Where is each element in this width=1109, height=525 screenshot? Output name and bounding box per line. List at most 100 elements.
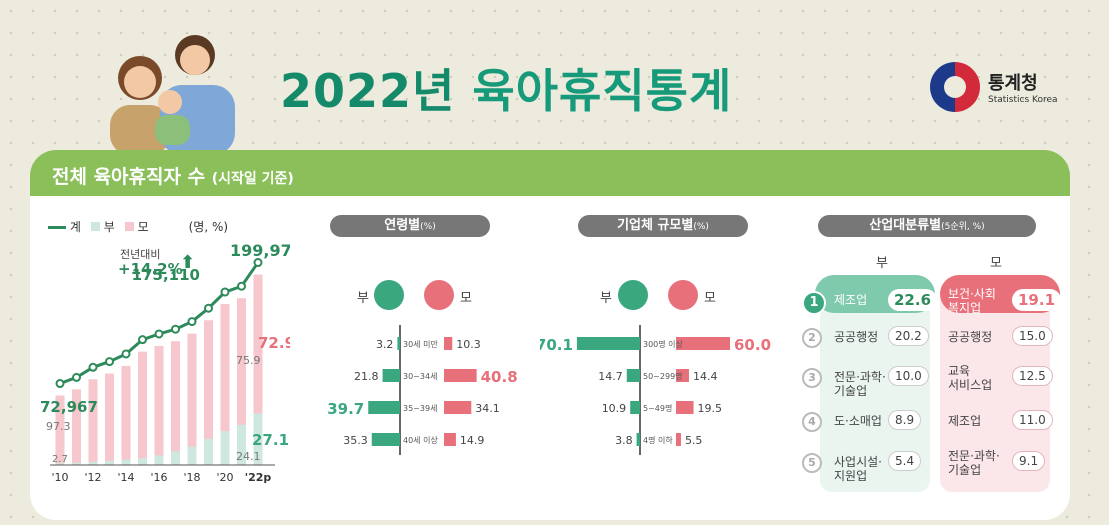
mother-bar — [154, 345, 164, 465]
father-bar — [138, 458, 147, 465]
age-mother-label: 모 — [460, 291, 472, 306]
mother-industry-value: 12.5 — [1012, 366, 1053, 386]
total-point — [138, 335, 147, 345]
mother-face-icon — [668, 280, 698, 310]
father-bar — [171, 451, 180, 465]
mother-value: 5.5 — [685, 434, 703, 447]
legend-unit: (명, %) — [188, 220, 229, 234]
father-bar — [154, 455, 164, 465]
x-tick-label: '16 — [150, 471, 167, 484]
mother-bar — [444, 337, 453, 350]
father-industry-name: 도·소매업 — [834, 414, 882, 428]
mother-bar — [676, 433, 681, 446]
x-tick-label: '14 — [117, 471, 134, 484]
father-value: 10.9 — [602, 402, 627, 415]
father-bar — [626, 369, 640, 382]
total-point — [237, 281, 246, 291]
father-value: 39.7 — [327, 400, 364, 418]
size-father-label: 부 — [600, 291, 612, 306]
father-value: 70.1 — [540, 336, 573, 354]
mother-last-label: 72.9 — [258, 334, 290, 352]
age-father-label: 부 — [357, 291, 369, 306]
father-bar — [55, 463, 65, 465]
father-bar — [187, 446, 197, 465]
total-point — [154, 329, 164, 339]
mother-value: 14.4 — [693, 370, 718, 383]
mother-value: 34.1 — [475, 402, 500, 415]
mother-industry-name: 보건·사회 복지업 — [948, 287, 996, 315]
mother-value: 14.9 — [460, 434, 485, 447]
father-bar — [220, 431, 230, 465]
up-arrow-icon: ⬆ — [180, 252, 196, 273]
category-label: 40세 이상 — [403, 435, 438, 445]
total-point — [121, 349, 131, 359]
rank-badge: 3 — [802, 368, 822, 388]
father-bar — [397, 337, 400, 350]
mother-bar — [676, 401, 694, 414]
mother-industry-value: 19.1 — [1012, 289, 1062, 311]
father-bar — [253, 413, 263, 465]
size-section-pill: 기업체 규모별(%) — [578, 215, 748, 237]
industry-father-header: 부 — [876, 256, 888, 271]
total-point — [171, 324, 180, 334]
mother-bar — [444, 433, 456, 446]
legend-mother: 모 — [124, 218, 149, 235]
total-first-label: 72,967 — [40, 398, 98, 416]
total-point — [187, 317, 197, 327]
x-tick-label: '12 — [84, 471, 101, 484]
father-bar — [382, 369, 400, 382]
family-illustration — [100, 30, 240, 155]
category-label: 300명 이상 — [643, 339, 684, 349]
father-industry-value: 20.2 — [888, 326, 929, 346]
category-label: 5~49명 — [643, 403, 672, 413]
rank-badge: 4 — [802, 412, 822, 432]
x-tick-label: '20 — [216, 471, 233, 484]
rank-badge: 5 — [802, 453, 822, 473]
father-value: 3.2 — [376, 338, 394, 351]
father-industry-name: 전문·과학· 기술업 — [834, 370, 886, 398]
total-prev-label: 175,110 — [132, 266, 200, 284]
father-bar — [105, 460, 114, 465]
mother-bar — [171, 341, 180, 465]
father-bar — [204, 438, 213, 465]
mother-bar — [138, 351, 147, 465]
industry-section-pill: 산업대분류별(5순위, %) — [818, 215, 1036, 237]
father-value: 3.8 — [615, 434, 633, 447]
total-last-label: 199,976 — [230, 241, 290, 260]
total-point — [253, 258, 263, 268]
taegeuk-icon — [930, 62, 980, 112]
mother-industry-value: 11.0 — [1012, 410, 1053, 430]
father-industry-value: 10.0 — [888, 366, 929, 386]
mother-industry-value: 15.0 — [1012, 326, 1053, 346]
father-face-icon — [374, 280, 404, 310]
total-point — [72, 372, 81, 382]
father-bar — [576, 337, 640, 350]
father-industry-value: 22.6 — [888, 289, 938, 311]
mother-bar — [55, 395, 65, 465]
mother-industry-value: 9.1 — [1012, 451, 1046, 471]
mother-bar — [220, 304, 230, 465]
mother-face-icon — [424, 280, 454, 310]
category-label: 50~299명 — [643, 371, 683, 381]
father-first-label: 2.7 — [52, 454, 68, 465]
father-industry-name: 공공행정 — [834, 330, 879, 344]
trend-legend: 계 부 모 (명, %) — [48, 218, 228, 235]
category-label: 4명 이하 — [643, 435, 673, 445]
mother-bar — [253, 274, 263, 465]
growth-value: +14.2% — [118, 260, 183, 278]
age-section-pill: 연령별(%) — [330, 215, 490, 237]
father-bar — [237, 424, 246, 465]
category-label: 35~39세 — [403, 404, 437, 413]
mother-bar — [121, 365, 131, 465]
logo-name: 통계청 — [988, 73, 1038, 94]
size-chart: 300명 이상 70.1 60.0 50~299명 14.7 14.4 5~49명 10.9 1… — [540, 325, 771, 455]
total-point — [88, 362, 98, 372]
category-label: 30세 미만 — [403, 340, 438, 349]
size-mother-label: 모 — [704, 291, 716, 306]
mother-industry-name: 전문·과학· 기술업 — [948, 449, 1000, 477]
x-tick-label: '10 — [51, 471, 68, 484]
mother-bar — [204, 320, 213, 465]
section-band: 전체 육아휴직자 수 (시작일 기준) — [30, 150, 1070, 196]
mother-bar — [444, 401, 472, 414]
mother-value: 10.3 — [456, 338, 481, 351]
